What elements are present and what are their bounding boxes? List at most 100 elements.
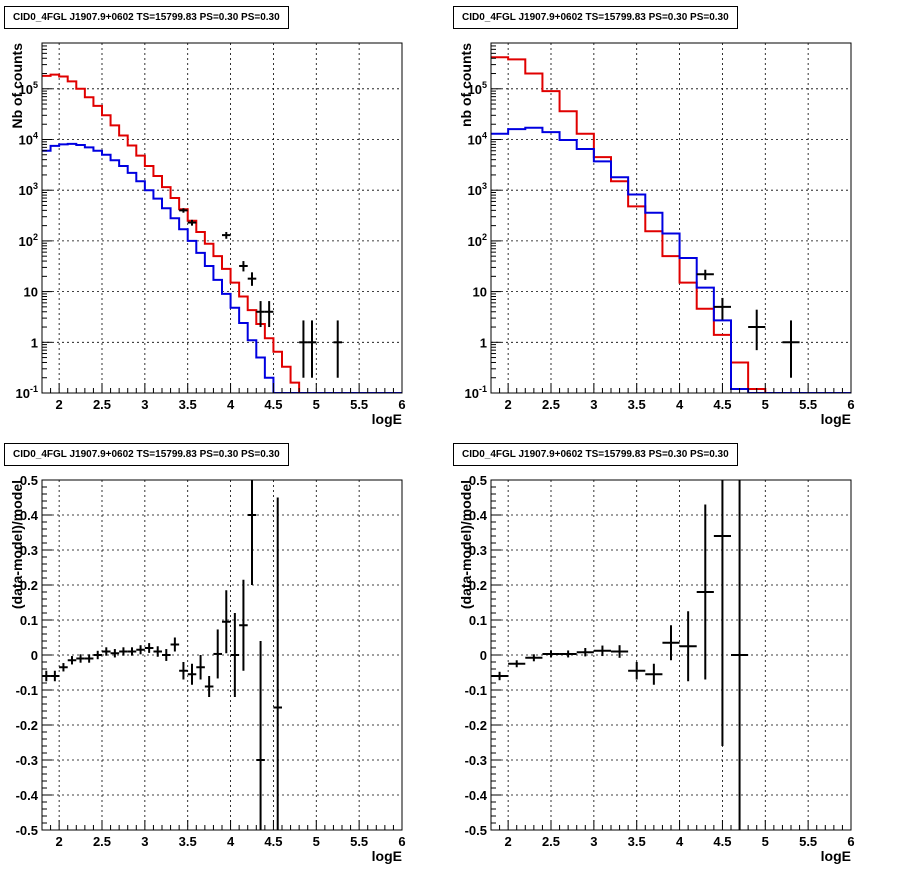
x-tick-label: 3.5	[628, 834, 646, 849]
x-tick-label: 6	[398, 397, 405, 412]
series-blue-step	[491, 126, 851, 393]
x-tick-label: 5.5	[350, 397, 368, 412]
x-axis-title: logE	[821, 848, 851, 864]
y-tick-label: 0	[480, 648, 487, 663]
y-tick-label: 0.4	[469, 508, 488, 523]
y-axis-title: nb of counts	[458, 43, 474, 127]
plot-area: 2 2.5 3 3.5 4 4.5 5 5.5 610-1110102103104105logE…	[458, 42, 855, 427]
chart-bottom-left: 2 2.5 3 3.5 4 4.5 5 5.5 6 -0.5 -0.4 -0.3 -0.2 -0.1 0 0.…	[9, 473, 406, 864]
x-tick-label: 4	[227, 397, 235, 412]
x-tick-label: 3	[141, 834, 148, 849]
x-tick-label: 3	[590, 397, 597, 412]
chart-top-left: 2 2.5 3 3.5 4 4.5 5 5.5 610-1110102103104105logE…	[9, 42, 406, 427]
x-tick-label: 3.5	[179, 397, 197, 412]
series-red-step	[491, 56, 851, 393]
x-tick-label: 2	[56, 834, 63, 849]
y-tick-label: 0.1	[469, 613, 487, 628]
y-tick-label: -0.5	[16, 823, 38, 838]
y-tick-label: 0.5	[20, 473, 38, 488]
x-tick-label: 5	[313, 834, 320, 849]
x-tick-label: 5	[762, 834, 769, 849]
x-tick-label: 5.5	[799, 397, 817, 412]
plot-content	[42, 73, 402, 393]
x-tick-label: 4.5	[713, 834, 731, 849]
x-tick-label: 4.5	[264, 397, 282, 412]
x-tick-label: 4	[676, 834, 684, 849]
plot-content	[491, 480, 749, 830]
x-tick-label: 2	[505, 397, 512, 412]
plot-area: 2 2.5 3 3.5 4 4.5 5 5.5 610-1110102103104105logE…	[9, 42, 406, 427]
y-tick-label: -0.1	[465, 683, 487, 698]
y-tick-label: 103	[19, 181, 38, 198]
y-tick-label: 104	[19, 130, 38, 147]
y-tick-label: 10-1	[16, 384, 38, 401]
x-tick-label: 4	[676, 397, 684, 412]
plot-frame	[41, 42, 403, 394]
x-axis-title: logE	[372, 411, 402, 427]
x-tick-label: 2	[505, 834, 512, 849]
plot-content	[42, 480, 282, 830]
y-tick-label: 0.2	[469, 578, 487, 593]
y-tick-label: 0.2	[20, 578, 38, 593]
y-tick-label: 0.3	[469, 543, 487, 558]
x-tick-label: 6	[398, 834, 405, 849]
pad-bottom-left: 2 2.5 3 3.5 4 4.5 5 5.5 6 -0.5 -0.4 -0.3 -0.2 -0.1 0 0.…	[0, 437, 449, 875]
y-tick-label: -0.4	[465, 788, 488, 803]
pad-top-right: 2 2.5 3 3.5 4 4.5 5 5.5 6 10-1 1 10 102 103 104 105 logE…	[449, 0, 898, 437]
y-tick-label: 10	[24, 285, 38, 300]
y-axis-title: (data-model)/model	[9, 480, 25, 609]
y-tick-label: -0.3	[16, 753, 38, 768]
x-tick-label: 5	[313, 397, 320, 412]
y-tick-label: 0.5	[469, 473, 487, 488]
plot-area: 2 2.5 3 3.5 4 4.5 5 5.5 6 -0.5 -0.4 -0.3 -0.2 -0.1 0 0.…	[458, 473, 855, 864]
chart-title: CID0_4FGL J1907.9+0602 TS=15799.83 PS=0.…	[453, 6, 738, 29]
series-red-step	[42, 73, 402, 393]
x-tick-label: 2	[56, 397, 63, 412]
chart-bottom-right: 2 2.5 3 3.5 4 4.5 5 5.5 6 -0.5 -0.4 -0.3 -0.2 -0.1 0 0.…	[458, 473, 855, 864]
x-tick-label: 6	[847, 834, 854, 849]
x-tick-label: 5	[762, 397, 769, 412]
y-tick-label: 102	[19, 232, 38, 249]
y-tick-label: -0.4	[16, 788, 39, 803]
x-tick-label: 4	[227, 834, 235, 849]
y-tick-label: 102	[468, 232, 487, 249]
y-tick-label: 10	[473, 285, 487, 300]
y-tick-label: 103	[468, 181, 487, 198]
x-tick-label: 2.5	[542, 397, 560, 412]
series-blue-step	[42, 142, 402, 393]
chart-title: CID0_4FGL J1907.9+0602 TS=15799.83 PS=0.…	[4, 6, 289, 29]
x-tick-label: 6	[847, 397, 854, 412]
x-axis-title: logE	[372, 848, 402, 864]
chart-title: CID0_4FGL J1907.9+0602 TS=15799.83 PS=0.…	[4, 443, 289, 466]
y-axis-title: (data-model)/model	[458, 480, 474, 609]
y-tick-label: -0.2	[465, 718, 487, 733]
y-tick-label: 104	[468, 130, 487, 147]
y-tick-label: -0.1	[16, 683, 38, 698]
chart-top-right: 2 2.5 3 3.5 4 4.5 5 5.5 610-1110102103104105logE…	[458, 42, 855, 427]
y-tick-label: 0.1	[20, 613, 38, 628]
y-tick-label: 0	[31, 648, 38, 663]
plot-content	[491, 56, 851, 393]
chart-title: CID0_4FGL J1907.9+0602 TS=15799.83 PS=0.…	[453, 443, 738, 466]
y-tick-label: 10-1	[465, 384, 487, 401]
x-axis-title: logE	[821, 411, 851, 427]
y-tick-label: 0.3	[20, 543, 38, 558]
x-tick-label: 3.5	[179, 834, 197, 849]
x-tick-label: 2.5	[542, 834, 560, 849]
plot-frame	[490, 42, 852, 394]
x-tick-label: 3	[590, 834, 597, 849]
y-tick-label: 1	[480, 335, 487, 350]
x-tick-label: 5.5	[799, 834, 817, 849]
pad-bottom-right: 2 2.5 3 3.5 4 4.5 5 5.5 6 -0.5 -0.4 -0.3 -0.2 -0.1 0 0.…	[449, 437, 898, 875]
pad-top-left: 2 2.5 3 3.5 4 4.5 5 5.5 6 10-1 1 10 102 103 104 105 logE…	[0, 0, 449, 437]
x-tick-label: 5.5	[350, 834, 368, 849]
x-tick-label: 2.5	[93, 397, 111, 412]
y-tick-label: 0.4	[20, 508, 39, 523]
x-tick-label: 4.5	[264, 834, 282, 849]
y-tick-label: 1	[31, 335, 38, 350]
y-tick-label: -0.3	[465, 753, 487, 768]
x-tick-label: 4.5	[713, 397, 731, 412]
y-tick-label: -0.5	[465, 823, 487, 838]
x-tick-label: 3	[141, 397, 148, 412]
x-tick-label: 3.5	[628, 397, 646, 412]
